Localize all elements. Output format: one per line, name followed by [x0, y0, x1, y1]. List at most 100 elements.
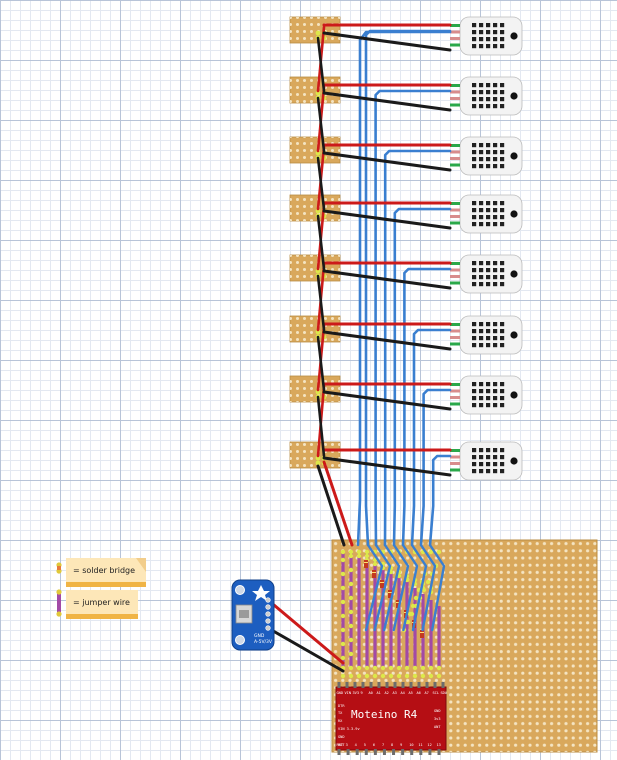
sensor-vent — [493, 164, 498, 169]
moteino-title: Moteino R4 — [351, 708, 418, 721]
moteino-pin — [428, 749, 432, 755]
resistor — [364, 560, 368, 568]
sensor-vent — [472, 143, 477, 148]
sensor-vent — [493, 143, 498, 148]
moteino-top-pin-label: 9 — [361, 691, 363, 695]
solder-point — [315, 150, 321, 156]
sensor-vent — [500, 389, 505, 394]
moteino-top-pin-label: A5 — [409, 691, 413, 695]
solder-point — [315, 455, 321, 461]
sensor-vent — [479, 30, 484, 35]
sensor-vent — [472, 37, 477, 42]
sensor-pin — [450, 468, 460, 472]
solder-bridge — [436, 665, 442, 671]
sensor-vent — [479, 389, 484, 394]
sensor-vent — [486, 37, 491, 42]
sensor-vent — [486, 23, 491, 28]
moteino-top-pin-label: A2 — [385, 691, 389, 695]
solder-bridge — [380, 673, 386, 679]
ground-wire — [322, 31, 452, 52]
solder-bridge — [348, 623, 354, 629]
sensor-vent — [479, 23, 484, 28]
solder-bridge — [404, 665, 410, 671]
sensor-vent — [479, 208, 484, 213]
sensor-vent — [472, 208, 477, 213]
sensor-vent — [472, 157, 477, 162]
moteino-board: Moteino R4 GND VIN 3V3 9 A0 A1 A2 A3 A4 A5 A6 A7 SCL… — [335, 682, 448, 755]
solder-point — [315, 329, 321, 335]
sensor-vent — [486, 90, 491, 95]
data-wire — [383, 149, 452, 547]
sensor-group — [450, 16, 523, 481]
sensor-vent — [479, 382, 484, 387]
sensor-vent — [493, 403, 498, 408]
data-wire-board — [419, 543, 437, 632]
sensor-vent — [500, 396, 505, 401]
solder-bridge — [356, 673, 362, 679]
sensor-vent — [493, 469, 498, 474]
moteino-pin — [377, 682, 381, 688]
sensor-vent — [479, 282, 484, 287]
sensor-vent — [500, 83, 505, 88]
moteino-pin — [385, 682, 389, 688]
solder-bridge — [407, 611, 413, 617]
perfboard-piece — [289, 254, 341, 282]
sensor-mount-hole — [510, 210, 518, 218]
sensor-vent — [500, 150, 505, 155]
solder-bridge — [388, 673, 394, 679]
moteino-pin — [373, 749, 377, 755]
sensor-vent — [472, 97, 477, 102]
legend-solder-bridge: = solder bridge — [56, 558, 146, 587]
moteino-top-pin-label: A3 — [393, 691, 397, 695]
solder-bridge — [340, 549, 346, 555]
sensor-vent — [493, 282, 498, 287]
sensor-vent — [493, 157, 498, 162]
sensor-vent — [479, 150, 484, 155]
sensor-vent — [500, 164, 505, 169]
sensor-vent — [493, 104, 498, 109]
usb-breakout-board: GND A-5V/3V — [231, 579, 275, 651]
perfboard-piece-holes — [290, 195, 340, 221]
solder-bridge — [340, 627, 346, 633]
ground-wire — [322, 390, 452, 411]
sensor-vent — [472, 322, 477, 327]
sensor-vent — [493, 275, 498, 280]
sensor-vent — [479, 268, 484, 273]
moteino-top-pin-label: A7 — [425, 691, 429, 695]
data-wire-board — [410, 543, 428, 632]
sensor-vent — [472, 222, 477, 227]
sensor-vent — [479, 97, 484, 102]
sensor-vent — [493, 37, 498, 42]
usb-pin — [265, 604, 271, 610]
perfboard-piece — [289, 315, 341, 343]
sensor-vent — [486, 30, 491, 35]
moteino-bottom-pin-label: 13 — [437, 743, 441, 747]
solder-point — [315, 30, 321, 36]
sensor-vent — [479, 403, 484, 408]
solder-bridge — [364, 553, 370, 559]
moteino-pin — [345, 682, 349, 688]
ground-link-wire — [316, 395, 326, 458]
sensor-vent — [486, 150, 491, 155]
dht22-sensor-icon — [450, 136, 523, 176]
sensor-vent — [486, 469, 491, 474]
usb-label-gnd: GND — [254, 633, 265, 639]
perfboard-piece — [289, 375, 341, 403]
resistor — [396, 600, 400, 608]
sensor-pin — [450, 150, 460, 154]
sensor-vent — [472, 382, 477, 387]
moteino-bottom-pin-label: 6 — [373, 743, 375, 747]
sensor-vent — [500, 329, 505, 334]
sensor-pin — [450, 84, 460, 87]
moteino-bottom-pin-label: 11 — [418, 743, 422, 747]
sensor-vent — [493, 329, 498, 334]
sensor-vent — [500, 97, 505, 102]
sensor-vent — [493, 455, 498, 460]
moteino-pin — [417, 682, 421, 688]
solder-bridge — [364, 549, 370, 555]
resistor — [388, 590, 392, 598]
usb-pin — [265, 597, 271, 603]
sensor-vent — [479, 469, 484, 474]
moteino-pin — [441, 682, 445, 688]
data-wire — [428, 454, 452, 547]
